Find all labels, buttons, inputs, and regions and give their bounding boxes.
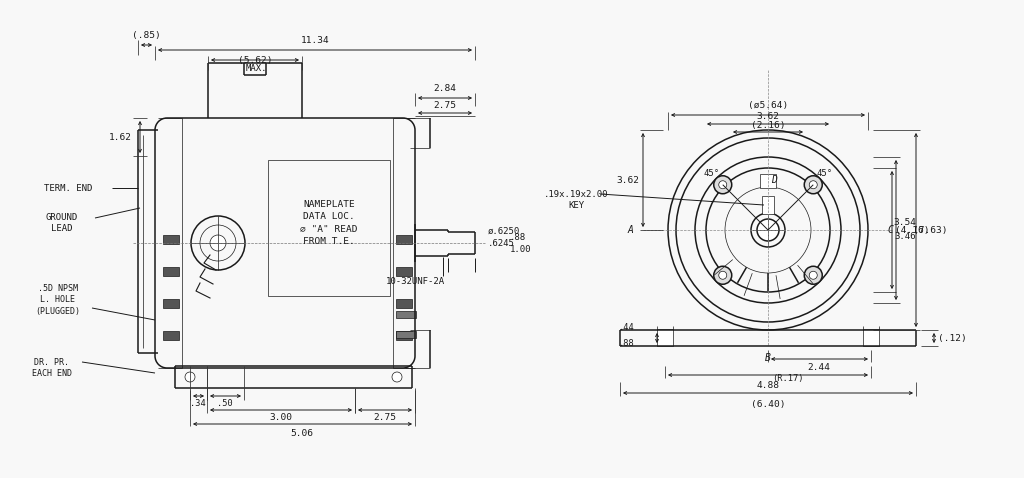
Text: DR. PR.
EACH END: DR. PR. EACH END <box>32 358 72 379</box>
Bar <box>863 329 879 346</box>
Circle shape <box>757 219 779 241</box>
Bar <box>163 331 179 340</box>
Text: .6245: .6245 <box>488 239 515 248</box>
Circle shape <box>185 372 195 382</box>
Circle shape <box>809 271 817 279</box>
Circle shape <box>719 271 727 279</box>
Circle shape <box>392 372 402 382</box>
Text: 1.00: 1.00 <box>510 245 531 253</box>
Text: (ø5.64): (ø5.64) <box>748 100 788 109</box>
Bar <box>762 196 774 214</box>
Bar <box>396 299 412 308</box>
Bar <box>396 331 412 340</box>
Text: MAX.: MAX. <box>246 64 266 73</box>
Text: (2.16): (2.16) <box>751 120 785 130</box>
Text: 10-32UNF-2A: 10-32UNF-2A <box>385 278 444 286</box>
Text: (.85): (.85) <box>132 31 161 40</box>
Text: 3.00: 3.00 <box>269 413 293 423</box>
Text: (7.63): (7.63) <box>912 226 947 235</box>
Text: NAMEPLATE
DATA LOC.
∅ "A" READ
FROM T.E.: NAMEPLATE DATA LOC. ∅ "A" READ FROM T.E. <box>300 200 357 246</box>
Text: 1.62: 1.62 <box>109 132 131 141</box>
Text: .44: .44 <box>620 324 635 333</box>
Text: 3.54: 3.54 <box>894 217 916 227</box>
Text: 3.46: 3.46 <box>894 231 915 240</box>
Circle shape <box>210 235 226 251</box>
Text: 45°: 45° <box>816 169 833 178</box>
Text: 5.06: 5.06 <box>291 430 313 438</box>
Text: D: D <box>771 175 777 185</box>
Text: (R.17): (R.17) <box>772 373 804 382</box>
Bar <box>163 267 179 276</box>
Text: (6.40): (6.40) <box>751 400 785 409</box>
Text: B: B <box>765 353 771 363</box>
Text: ø.6250: ø.6250 <box>488 227 520 236</box>
Bar <box>396 235 412 244</box>
Text: 2.44: 2.44 <box>808 363 830 372</box>
Bar <box>163 235 179 244</box>
Text: .5D NPSM
L. HOLE
(PLUGGED): .5D NPSM L. HOLE (PLUGGED) <box>36 284 81 316</box>
Text: (5.62): (5.62) <box>238 55 272 65</box>
Circle shape <box>714 266 732 284</box>
Circle shape <box>804 176 822 194</box>
Text: .19x.19x2.00
KEY: .19x.19x2.00 KEY <box>544 190 608 210</box>
Text: .50: .50 <box>217 400 232 409</box>
Text: 2.75: 2.75 <box>374 413 396 423</box>
Text: 3.62: 3.62 <box>757 111 779 120</box>
Text: A: A <box>627 225 633 235</box>
Text: 45°: 45° <box>703 169 720 178</box>
Text: GROUND
LEAD: GROUND LEAD <box>46 213 78 233</box>
Text: .88: .88 <box>510 232 526 241</box>
Text: TERM. END: TERM. END <box>44 184 92 193</box>
Circle shape <box>714 176 732 194</box>
Text: 3.62: 3.62 <box>616 175 640 185</box>
Bar <box>396 311 416 318</box>
Circle shape <box>719 181 727 189</box>
Text: 11.34: 11.34 <box>301 35 330 44</box>
Text: 4.88: 4.88 <box>757 380 779 390</box>
Text: (.12): (.12) <box>938 334 967 343</box>
Bar <box>396 331 416 338</box>
Text: .88: .88 <box>620 339 635 348</box>
Circle shape <box>804 266 822 284</box>
Bar <box>760 174 776 188</box>
Bar <box>396 267 412 276</box>
Text: (4.16): (4.16) <box>895 226 929 235</box>
Bar <box>657 329 673 346</box>
Bar <box>163 299 179 308</box>
Text: 2.84: 2.84 <box>433 84 457 93</box>
Text: .34: .34 <box>190 400 206 409</box>
Circle shape <box>809 181 817 189</box>
Text: 2.75: 2.75 <box>433 100 457 109</box>
Text: C: C <box>887 225 893 235</box>
